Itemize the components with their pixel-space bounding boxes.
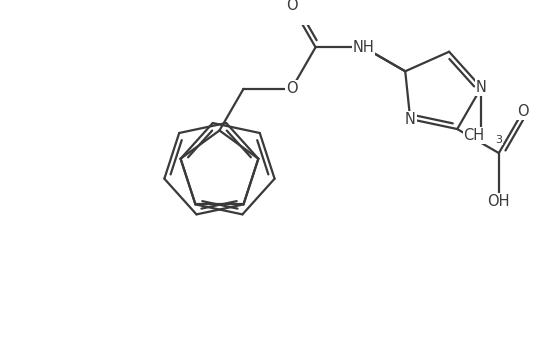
- Text: O: O: [285, 0, 298, 13]
- Text: OH: OH: [488, 194, 510, 209]
- Text: CH: CH: [463, 128, 484, 143]
- Text: N: N: [405, 112, 416, 127]
- Text: N: N: [476, 80, 487, 95]
- Text: 3: 3: [495, 135, 502, 145]
- Text: O: O: [517, 104, 529, 119]
- Text: NH: NH: [353, 40, 374, 55]
- Text: O: O: [285, 81, 298, 96]
